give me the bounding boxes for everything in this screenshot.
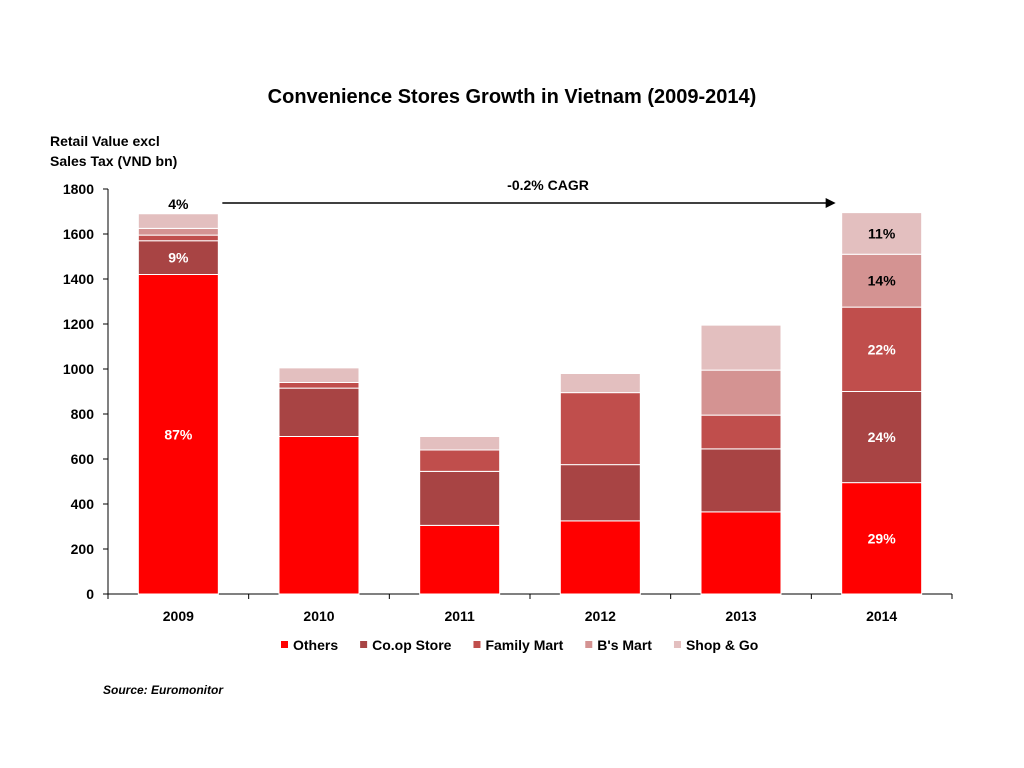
bar-segment <box>559 373 641 394</box>
bar-segment <box>137 234 219 242</box>
bar-segment <box>278 387 360 437</box>
legend-swatch <box>673 641 681 648</box>
bar-segment <box>419 436 501 451</box>
legend-entry: B's Mart <box>597 637 652 653</box>
y-tick-label: 1800 <box>63 181 94 197</box>
bar-segment <box>278 382 360 389</box>
data-label: 22% <box>868 341 897 357</box>
data-label: 24% <box>868 429 897 445</box>
y-tick-label: 600 <box>71 451 95 467</box>
bar-segment <box>559 520 641 595</box>
bar-segment <box>841 212 923 255</box>
bar-segment <box>419 449 501 472</box>
data-label: 87% <box>164 426 193 442</box>
cagr-annotation: -0.2% CAGR <box>507 177 589 193</box>
bar-segment <box>278 367 360 383</box>
y-axis-label-line-1: Retail Value excl <box>50 133 160 149</box>
bar-segment <box>137 240 219 275</box>
data-label: 11% <box>868 225 896 241</box>
bar-segment <box>700 324 782 371</box>
bar-segment <box>700 369 782 416</box>
chart-title: Convenience Stores Growth in Vietnam (20… <box>267 86 757 108</box>
x-tick-label: 2013 <box>725 608 756 624</box>
bar-segment <box>419 524 501 595</box>
bar-segment <box>700 448 782 513</box>
legend-entry: Co.op Store <box>372 637 452 653</box>
bar-segment <box>278 436 360 595</box>
y-tick-label: 200 <box>71 541 95 557</box>
y-tick-label: 400 <box>71 496 95 512</box>
data-label: 14% <box>868 273 897 289</box>
y-tick-label: 1400 <box>63 271 94 287</box>
y-tick-label: 800 <box>71 406 95 422</box>
bar-segment <box>841 253 923 308</box>
bar-segment <box>137 227 219 236</box>
bar-segment <box>841 306 923 392</box>
bar-segment <box>419 470 501 526</box>
legend-swatch <box>281 641 288 648</box>
legend-entry: Family Mart <box>485 637 563 653</box>
x-tick-label: 2010 <box>303 608 334 624</box>
cagr-arrow-head <box>825 198 836 208</box>
bar-segment <box>137 213 219 229</box>
y-axis-label: Retail Value excl Sales Tax (VND bn) <box>50 131 177 171</box>
bar-segment <box>700 414 782 450</box>
y-tick-label: 0 <box>86 586 94 602</box>
x-tick-label: 2012 <box>585 608 616 624</box>
source-note: Source: Euromonitor <box>103 683 224 697</box>
bar-segment <box>137 274 219 595</box>
x-tick-label: 2009 <box>163 608 194 624</box>
data-label: 4% <box>168 196 189 212</box>
bar-segment <box>559 464 641 522</box>
x-tick-label: 2011 <box>444 608 475 624</box>
y-axis-label-line-2: Sales Tax (VND bn) <box>50 153 178 169</box>
data-label: 29% <box>868 530 897 546</box>
bar-segment <box>559 392 641 466</box>
legend-entry: Others <box>293 637 338 653</box>
y-tick-label: 1600 <box>63 226 94 242</box>
y-tick-label: 1200 <box>63 316 94 332</box>
bar-segment <box>700 511 782 595</box>
data-label: 9% <box>168 250 189 266</box>
y-tick-label: 1000 <box>63 361 94 377</box>
legend-swatch <box>360 641 368 648</box>
x-tick-label: 2014 <box>866 608 897 624</box>
legend-swatch <box>473 641 481 648</box>
legend-entry: Shop & Go <box>686 637 758 653</box>
legend-swatch <box>585 641 593 648</box>
